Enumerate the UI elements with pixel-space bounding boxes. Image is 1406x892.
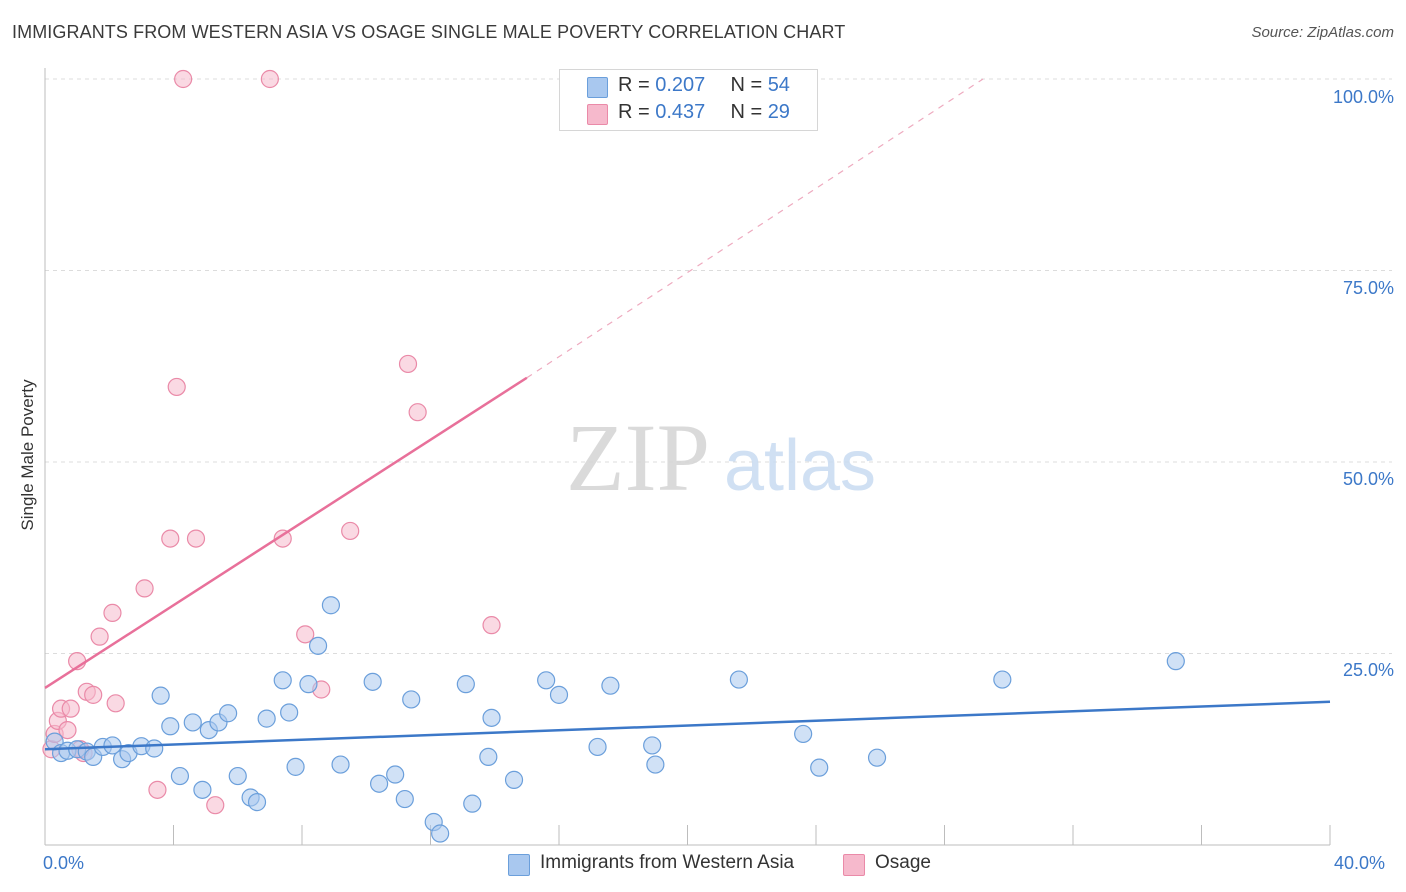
western-asia-point [504,770,524,789]
axes [44,68,1331,846]
series-osage-points [42,69,501,815]
western-asia-point [463,794,482,813]
osage-point [167,377,186,397]
osage-point [206,796,225,815]
osage-point [84,685,103,704]
trend-lines [44,78,1331,751]
western-asia-point [794,724,813,744]
western-asia-point [308,636,328,655]
western-asia-point [280,703,299,722]
osage-point [296,625,315,644]
western-asia-point [479,747,498,767]
western-asia-point [729,670,749,689]
western-asia-point [646,755,665,774]
western-asia-point [161,717,180,736]
western-asia-point [193,780,212,799]
stats-box: R = 0.207 N = 54 R = 0.437 N = 29 [559,69,818,131]
osage-point [186,529,206,548]
chart-title: IMMIGRANTS FROM WESTERN ASIA VS OSAGE SI… [12,22,846,42]
osage-point [341,521,360,541]
western-asia-point [867,748,887,767]
western-asia-point [588,737,607,757]
trend-line-western-asia [44,700,1331,751]
stats-swatch-pink [587,104,608,125]
western-asia-point [601,676,620,695]
legend-label: Osage [875,852,931,873]
western-asia-point [151,686,170,705]
western-asia-point [370,774,389,793]
stats-r-value: 0.437 [655,101,706,123]
western-asia-point [183,713,202,732]
watermark: ZIP atlas [566,404,876,511]
western-asia-point [286,757,305,776]
x-axis-min-label: 0.0% [43,853,85,873]
watermark-zip: ZIP [566,404,710,511]
source-credit: Source: ZipAtlas.com [1251,24,1394,41]
osage-point [90,627,109,646]
osage-point [482,616,501,635]
y-tick-75: 75.0% [1342,278,1394,298]
stats-r-label: R = [618,74,650,96]
legend-swatch-blue [508,854,530,876]
western-asia-point [145,739,164,758]
osage-point [148,780,167,799]
osage-point [398,354,418,374]
western-asia-point [456,675,475,694]
western-asia-point [299,675,318,694]
gridlines [45,78,1392,654]
stats-r-value: 0.207 [655,74,706,96]
stats-swatch-blue [587,77,608,98]
y-tick-50: 50.0% [1342,469,1394,489]
x-axis-max-label: 40.0% [1334,853,1386,873]
osage-point [135,579,154,598]
legend-label: Immigrants from Western Asia [540,852,795,873]
y-tick-100: 100.0% [1332,87,1394,107]
osage-point [103,603,122,623]
western-asia-point [386,765,405,784]
western-asia-point [993,670,1012,689]
stats-n-label: N = [730,101,763,123]
osage-point [174,69,193,89]
western-asia-point [643,736,662,755]
western-asia-point [395,789,414,809]
osage-point [260,69,279,89]
western-asia-point [1166,652,1185,671]
western-asia-point [247,793,267,812]
western-asia-point [321,596,341,615]
stats-n-value: 29 [767,101,790,123]
western-asia-point [537,671,556,690]
osage-point [106,694,125,713]
trend-line-osage [44,376,528,690]
legend-swatch-pink [843,854,865,876]
western-asia-point [402,690,421,709]
western-asia-point [257,709,276,728]
y-tick-25: 25.0% [1342,660,1394,680]
western-asia-point [549,685,569,704]
osage-point [408,403,427,422]
western-asia-point [273,671,292,690]
osage-point [58,720,77,740]
stats-n-label: N = [730,74,763,96]
western-asia-point [431,824,450,843]
western-asia-point [331,755,350,774]
western-asia-point [170,766,190,786]
osage-point [61,699,80,718]
western-asia-point [219,704,238,723]
western-asia-point [482,708,501,727]
osage-point [273,529,292,548]
watermark-atlas: atlas [724,426,876,506]
stats-n-value: 54 [767,74,790,96]
western-asia-point [363,672,382,691]
stats-r-label: R = [618,101,650,123]
western-asia-point [228,766,247,786]
osage-point [161,529,180,548]
western-asia-point [810,758,829,777]
